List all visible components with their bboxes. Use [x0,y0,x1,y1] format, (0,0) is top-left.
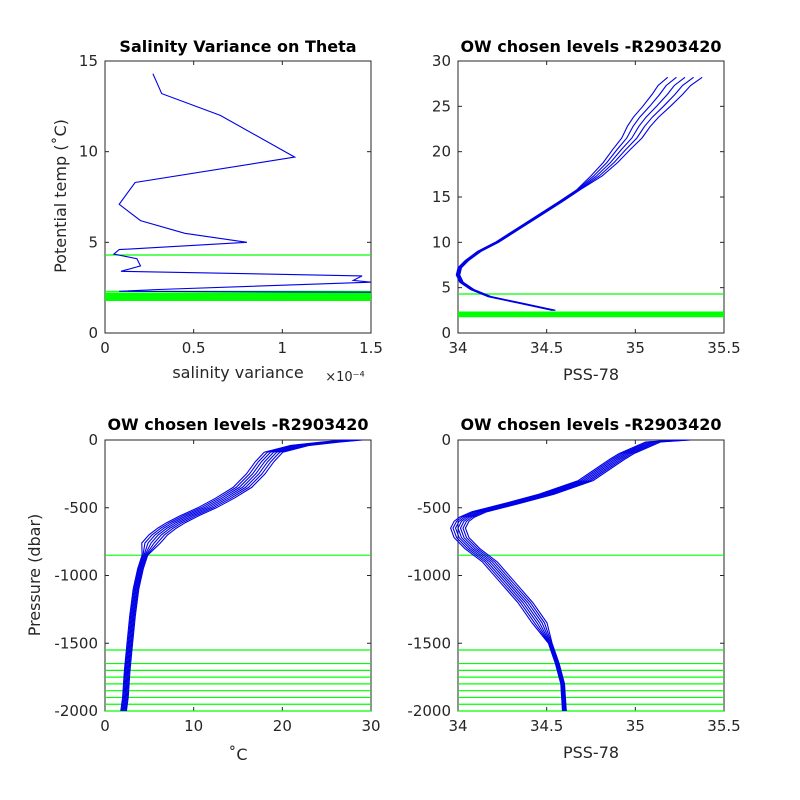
temperature-profile-line [123,439,354,712]
panel-title: OW chosen levels -R2903420 [460,37,721,56]
y-tick-label: -1500 [54,634,98,652]
y-tick-label: 0 [441,324,451,342]
temperature-profile-line [122,439,351,712]
panel-title: Salinity Variance on Theta [119,37,356,56]
x-axis-label: PSS-78 [563,365,619,384]
y-tick-label: 15 [432,188,451,206]
temperature-profile-line [121,439,348,712]
x-axis-exponent: ×10⁻⁴ [325,370,365,385]
y-tick-label: -1000 [407,567,451,585]
y-tick-label: 10 [432,233,451,251]
y-tick-label: 0 [88,324,98,342]
salinity-profile-line [457,439,684,712]
y-tick-label: -2000 [407,702,451,720]
y-tick-label: 25 [432,97,451,115]
y-tick-label: -1500 [407,634,451,652]
panel-title: OW chosen levels -R2903420 [107,415,368,434]
x-tick-label: 0 [100,717,110,735]
salinity-profile-line [459,439,686,712]
plot-area: 34 34.5 35 35.5 0 5 10 15 20 25 30 [432,52,741,357]
plot-area: 0 10 20 30 -2000 -1500 -1000 -500 0 [54,431,380,735]
x-tick-label: 20 [273,717,292,735]
y-tick-label: 10 [79,143,98,161]
axes-box [104,60,372,334]
salinity-variance-line [112,73,372,293]
salinity-profile-line [450,439,676,712]
plot-area: 0 0.5 1 1.5 0 5 10 15 [79,52,383,357]
x-tick-label: 0 [100,339,110,357]
x-tick-label: 10 [184,717,203,735]
x-tick-label: 34.5 [530,717,563,735]
x-axis-label: PSS-78 [563,743,619,762]
panel-salinity-variance: 0 0.5 1 1.5 0 5 10 15 Salinity Variance on Thet… [51,37,383,385]
salinity-profile-line [462,439,689,712]
panel-pressure-salinity: 34 34.5 35 35.5 -2000 -1500 -1000 -500 0 OW chos… [407,415,740,762]
x-tick-label: 35.5 [707,339,740,357]
y-tick-label: -1000 [54,567,98,585]
x-tick-label: 35.5 [707,717,740,735]
y-tick-label: -500 [417,499,451,517]
x-tick-label: 35 [626,717,645,735]
salinity-profile-line [464,439,691,712]
y-tick-label: 20 [432,143,451,161]
y-tick-label: 30 [432,52,451,70]
temperature-profile-line [124,439,357,712]
temperature-profile-line [120,439,345,712]
x-tick-label: 34 [448,717,467,735]
y-tick-label: -2000 [54,702,98,720]
x-tick-label: 35 [626,339,645,357]
y-tick-label: -500 [64,499,98,517]
y-tick-label: 15 [79,52,98,70]
panel-title: OW chosen levels -R2903420 [460,415,721,434]
temperature-profile-line [124,439,360,712]
y-tick-label: 5 [441,279,451,297]
y-axis-label: Pressure (dbar) [25,514,44,637]
x-tick-label: 30 [361,717,380,735]
theta-salinity-profile-line [459,76,703,311]
x-axis-label: salinity variance [172,363,303,382]
x-tick-label: 1 [278,339,288,357]
y-tick-label: 0 [441,431,451,449]
y-tick-label: 0 [88,431,98,449]
x-tick-label: 1.5 [359,339,383,357]
panel-theta-salinity: 34 34.5 35 35.5 0 5 10 15 20 25 30 OW chosen level… [432,37,741,384]
x-tick-label: 34.5 [530,339,563,357]
x-axis-label: ˚C [228,745,247,764]
x-tick-label: 0.5 [182,339,206,357]
y-axis-label: Potential temp (˚C) [51,119,70,273]
salinity-profile-line [452,439,679,712]
temperature-profile-line [125,439,363,712]
salinity-profile-line [454,439,681,712]
y-tick-label: 5 [88,233,98,251]
x-tick-label: 34 [448,339,467,357]
panel-pressure-temperature: 0 10 20 30 -2000 -1500 -1000 -500 0 OW chosen le… [25,415,381,764]
plot-area: 34 34.5 35 35.5 -2000 -1500 -1000 -500 0 [407,431,740,735]
